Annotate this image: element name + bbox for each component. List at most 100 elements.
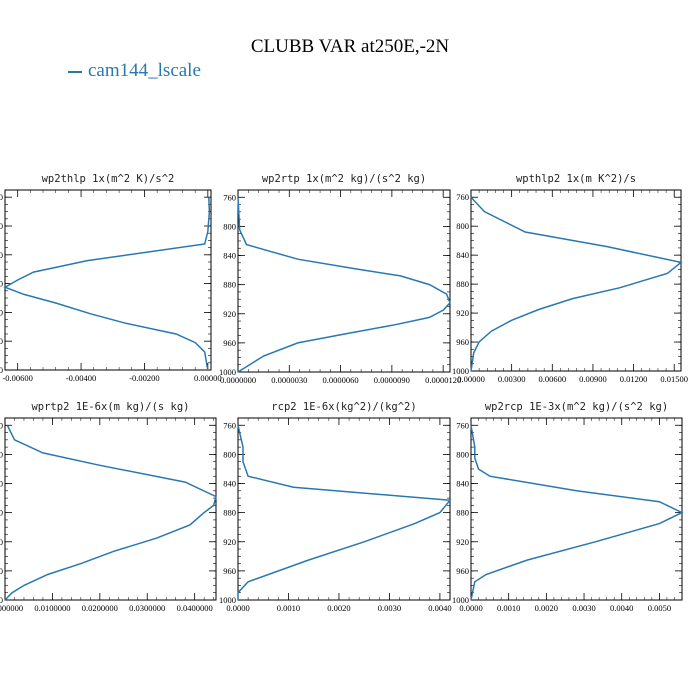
x-tick-label: -0.00200 xyxy=(129,373,159,383)
plot-frame xyxy=(4,417,217,601)
plot-frame xyxy=(237,189,451,373)
y-tick-label: 1000 xyxy=(0,595,3,605)
y-tick-label: 920 xyxy=(456,308,469,318)
y-tick-label: 960 xyxy=(456,566,469,576)
y-tick-label: 840 xyxy=(223,479,236,489)
panel-title: wp2rcp 1E-3x(m^2 kg)/(s^2 kg) xyxy=(485,401,668,413)
y-tick-label: 840 xyxy=(456,250,469,260)
x-tick-label: 0.0020 xyxy=(327,603,350,613)
legend: cam144_lscale xyxy=(68,60,201,82)
x-tick-label: 0.0000000 xyxy=(220,375,256,385)
panel-title: wp2thlp 1x(m^2 K)/s^2 xyxy=(42,173,175,185)
series-line-cam144_lscale xyxy=(237,425,452,600)
plot-frame xyxy=(237,417,451,601)
y-tick-label: 880 xyxy=(223,280,236,290)
plot-frame xyxy=(4,189,212,371)
y-tick-label: 840 xyxy=(0,479,3,489)
y-tick-label: 960 xyxy=(0,336,3,346)
y-tick-label: 760 xyxy=(223,420,236,430)
x-tick-label: 0.00900 xyxy=(579,374,607,384)
y-tick-label: 800 xyxy=(0,221,3,231)
panel-title: wp2rtp 1x(m^2 kg)/(s^2 kg) xyxy=(262,173,426,185)
y-tick-label: 880 xyxy=(456,508,469,518)
y-tick-label: 840 xyxy=(456,479,469,489)
x-tick-label: 0.00600 xyxy=(538,374,566,384)
y-tick-label: 800 xyxy=(456,221,469,231)
x-tick-label: 0.0400000 xyxy=(177,603,213,613)
x-tick-label: 0.0010 xyxy=(277,603,300,613)
x-tick-label: 0.0000120 xyxy=(425,375,461,385)
y-tick-label: 920 xyxy=(223,309,236,319)
x-tick-label: -0.00600 xyxy=(2,373,32,383)
chart-panel-6: wp2rcp 1E-3x(m^2 kg)/(s^2 kg) 760 800 840 88… xyxy=(452,401,684,613)
x-tick-label: 0.00300 xyxy=(498,374,526,384)
x-tick-label: 0.0000000 xyxy=(0,603,23,613)
plot-frame xyxy=(470,189,682,372)
y-tick-label: 920 xyxy=(0,537,3,547)
x-tick-label: 0.0100000 xyxy=(34,603,70,613)
x-tick-label: 0.0000090 xyxy=(374,375,410,385)
plot-frame xyxy=(470,417,683,601)
y-tick-label: 840 xyxy=(0,250,3,260)
x-tick-label: 0.0030 xyxy=(572,603,595,613)
y-tick-label: 760 xyxy=(0,420,3,430)
x-tick-label: -0.00400 xyxy=(66,373,96,383)
y-tick-label: 840 xyxy=(223,251,236,261)
y-tick-label: 960 xyxy=(0,566,3,576)
y-tick-label: 880 xyxy=(223,508,236,518)
x-tick-label: 0.0040 xyxy=(428,603,451,613)
y-tick-label: 920 xyxy=(456,537,469,547)
y-tick-label: 1000 xyxy=(452,366,469,376)
x-tick-label: 0.0300000 xyxy=(129,603,165,613)
x-tick-label: 0.01500 xyxy=(660,374,688,384)
y-tick-label: 800 xyxy=(223,221,236,231)
x-tick-label: 0.0000060 xyxy=(323,375,359,385)
y-tick-label: 880 xyxy=(0,279,3,289)
x-tick-label: 0.0000030 xyxy=(271,375,307,385)
x-tick-label: 0.00000 xyxy=(457,374,485,384)
panel-title: wpthlp2 1x(m K^2)/s xyxy=(516,173,636,185)
x-tick-label: 0.0050 xyxy=(648,603,671,613)
x-tick-label: 0.0200000 xyxy=(82,603,118,613)
y-tick-label: 760 xyxy=(223,192,236,202)
x-tick-label: 0.0000 xyxy=(226,603,249,613)
y-tick-label: 960 xyxy=(456,337,469,347)
chart-panel-3: wpthlp2 1x(m K^2)/s 760 800 840 880 920 960 100… xyxy=(452,173,688,384)
legend-swatch xyxy=(68,70,82,73)
y-tick-label: 920 xyxy=(0,307,3,317)
y-tick-label: 920 xyxy=(223,537,236,547)
y-tick-label: 880 xyxy=(0,508,3,518)
chart-panel-5: rcp2 1E-6x(kg^2)/(kg^2) 760 800 840 880 920 96… xyxy=(219,401,452,613)
y-tick-label: 1000 xyxy=(219,595,236,605)
y-tick-label: 800 xyxy=(223,449,236,459)
x-tick-label: 0.0030 xyxy=(378,603,401,613)
x-tick-label: 0.0000 xyxy=(459,603,482,613)
series-line-cam144_lscale xyxy=(470,425,684,601)
series-line-cam144_lscale xyxy=(4,424,217,601)
legend-label: cam144_lscale xyxy=(88,60,201,81)
y-tick-label: 760 xyxy=(456,420,469,430)
chart-panel-4: wprtp2 1E-6x(m kg)/(s kg) 760 800 840 880 920… xyxy=(0,401,217,613)
series-line-cam144_lscale xyxy=(470,196,683,372)
x-tick-label: 0.0010 xyxy=(497,603,520,613)
y-tick-label: 760 xyxy=(456,192,469,202)
y-tick-label: 1000 xyxy=(0,365,3,375)
x-tick-label: 0.01200 xyxy=(620,374,648,384)
x-tick-label: 0.00000 xyxy=(194,373,222,383)
chart-panel-2: wp2rtp 1x(m^2 kg)/(s^2 kg) 760 800 840 880 92… xyxy=(219,173,461,385)
y-tick-label: 760 xyxy=(0,192,3,202)
x-tick-label: 0.0020 xyxy=(535,603,558,613)
y-tick-label: 1000 xyxy=(219,367,236,377)
y-tick-label: 800 xyxy=(456,449,469,459)
chart-panel-1: wp2thlp 1x(m^2 K)/s^2 760 800 840 880 920 960 1… xyxy=(0,173,222,383)
series-line-cam144_lscale xyxy=(3,197,211,371)
y-tick-label: 880 xyxy=(456,279,469,289)
panel-title: rcp2 1E-6x(kg^2)/(kg^2) xyxy=(271,401,416,413)
y-tick-label: 960 xyxy=(223,338,236,348)
x-tick-label: 0.0040 xyxy=(610,603,633,613)
y-tick-label: 1000 xyxy=(452,595,469,605)
page-title: CLUBB VAR at250E,-2N xyxy=(250,36,450,57)
panel-title: wprtp2 1E-6x(m kg)/(s kg) xyxy=(31,401,189,413)
series-line-cam144_lscale xyxy=(237,197,451,373)
